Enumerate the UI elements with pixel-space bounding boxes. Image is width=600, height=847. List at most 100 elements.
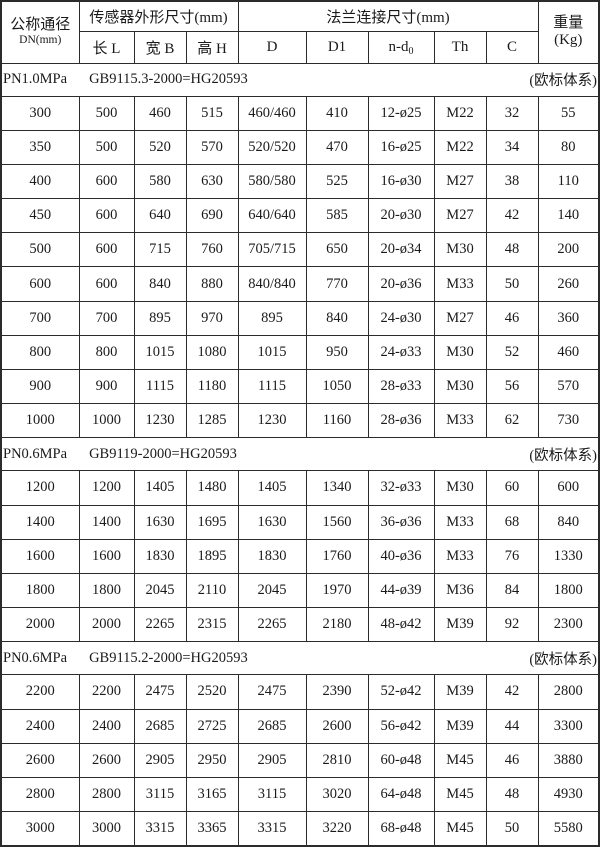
table-cell: 42: [485, 674, 539, 710]
table-cell: M30: [433, 368, 487, 405]
table-cell: 1230: [133, 403, 187, 439]
section-standard-system-note: (欧标体系): [529, 447, 597, 464]
table-cell: 34: [485, 129, 539, 165]
table-cell: 42: [485, 198, 539, 234]
column-header-weight: 重量 (Kg): [537, 0, 600, 64]
table-cell: 570: [185, 129, 239, 165]
table-cell: M45: [433, 811, 487, 847]
table-cell: 1830: [237, 538, 307, 574]
table-cell: 60-ø48: [367, 742, 435, 778]
section-header-cell: PN1.0MPa GB9115.3-2000=HG20593 (欧标体系): [0, 62, 600, 97]
cell-dn: 3000: [0, 811, 80, 847]
table-cell: 600: [78, 266, 135, 302]
table-cell: 600: [78, 198, 135, 234]
column-header-dn: 公称通径 DN(mm): [0, 0, 80, 64]
table-cell: 52-ø42: [367, 674, 435, 710]
table-header: 公称通径 DN(mm) 传感器外形尺寸(mm) 法兰连接尺寸(mm) 重量 (K…: [0, 0, 600, 64]
table-cell: M30: [433, 334, 487, 371]
table-cell: 900: [78, 368, 135, 405]
table-cell: 500: [78, 95, 135, 131]
table-cell: 950: [305, 334, 369, 371]
table-row: 2200 2200 2475 2520 2475 2390 52-ø42 M39 42 2800: [0, 674, 600, 710]
table-cell: 2315: [185, 607, 239, 643]
bolt-holes-label: n-d: [388, 38, 409, 55]
table-cell: 1400: [78, 504, 135, 540]
table-cell: 55: [537, 95, 600, 131]
table-row: 300 500 460 515 460/460 410 12-ø25 M22 32 55: [0, 95, 600, 131]
cell-dn: 800: [0, 334, 80, 371]
dn-title-unit: DN(mm): [19, 34, 62, 47]
table-cell: 515: [185, 95, 239, 131]
table-cell: 1405: [133, 470, 187, 506]
table-cell: 2600: [78, 742, 135, 778]
dn-title-main: 公称通径: [10, 17, 71, 34]
table-cell: 460/460: [237, 95, 307, 131]
table-cell: 880: [185, 266, 239, 302]
table-cell: 24-ø30: [367, 300, 435, 336]
table-cell: 1600: [78, 538, 135, 574]
table-cell: 60: [485, 470, 539, 506]
table-row: 2800 2800 3115 3165 3115 3020 64-ø48 M45 48 4930: [0, 776, 600, 813]
table-cell: 48: [485, 232, 539, 268]
cell-dn: 700: [0, 300, 80, 336]
column-header-bolt-holes: n-d0: [367, 30, 435, 64]
cell-dn: 1800: [0, 572, 80, 609]
table-cell: 48: [485, 776, 539, 813]
table-cell: 2180: [305, 607, 369, 643]
table-cell: 1760: [305, 538, 369, 574]
table-cell: 3000: [78, 811, 135, 847]
table-row: 700 700 895 970 895 840 24-ø30 M27 46 360: [0, 300, 600, 336]
table-row: 1800 1800 2045 2110 2045 1970 44-ø39 M36 84 1800: [0, 572, 600, 609]
table-cell: 20-ø30: [367, 198, 435, 234]
column-header-c: C: [485, 30, 539, 64]
table-row: 1400 1400 1630 1695 1630 1560 36-ø36 M33 68 840: [0, 504, 600, 540]
table-cell: 2800: [78, 776, 135, 813]
section-standard-code: GB9115.2-2000=HG20593: [89, 649, 248, 666]
section-header-row: PN0.6MPa GB9119-2000=HG20593 (欧标体系): [0, 437, 600, 472]
section-header-cell: PN0.6MPa GB9119-2000=HG20593 (欧标体系): [0, 437, 600, 472]
table-cell: 3365: [185, 811, 239, 847]
table-cell: M22: [433, 95, 487, 131]
column-header-height: 高 H: [185, 30, 239, 64]
table-cell: M33: [433, 504, 487, 540]
table-cell: 200: [537, 232, 600, 268]
table-cell: 730: [537, 403, 600, 439]
table-cell: 3220: [305, 811, 369, 847]
table-cell: 1895: [185, 538, 239, 574]
column-group-sensor-dimensions: 传感器外形尺寸(mm): [78, 0, 239, 32]
table-cell: 20-ø36: [367, 266, 435, 302]
table-cell: M39: [433, 708, 487, 744]
table-cell: M22: [433, 129, 487, 165]
section-pressure-rating: PN0.6MPa: [3, 445, 68, 462]
table-cell: 570: [537, 368, 600, 405]
table-cell: 1480: [185, 470, 239, 506]
table-cell: 640/640: [237, 198, 307, 234]
table-cell: 895: [133, 300, 187, 336]
column-header-length: 长 L: [78, 30, 135, 64]
table-cell: 1695: [185, 504, 239, 540]
section-header-content: PN1.0MPa GB9115.3-2000=HG20593 (欧标体系): [3, 69, 597, 90]
table-cell: 1630: [237, 504, 307, 540]
table-cell: 2265: [133, 607, 187, 643]
section-standard-system-note: (欧标体系): [529, 651, 597, 668]
table-cell: 2110: [185, 572, 239, 609]
table-cell: 520/520: [237, 129, 307, 165]
table-cell: 84: [485, 572, 539, 609]
column-header-d: D: [237, 30, 307, 64]
table-cell: 3315: [133, 811, 187, 847]
table-cell: 2905: [133, 742, 187, 778]
table-cell: 2905: [237, 742, 307, 778]
table-cell: M45: [433, 742, 487, 778]
table-cell: 28-ø36: [367, 403, 435, 439]
table-cell: 20-ø34: [367, 232, 435, 268]
cell-dn: 2600: [0, 742, 80, 778]
column-header-width: 宽 B: [133, 30, 187, 64]
cell-dn: 600: [0, 266, 80, 302]
table-row: 1000 1000 1230 1285 1230 1160 28-ø36 M33 62 730: [0, 403, 600, 439]
weight-title-main: 重量: [553, 15, 584, 31]
table-cell: 1200: [78, 470, 135, 506]
table-cell: 2390: [305, 674, 369, 710]
column-header-thread: Th: [433, 30, 487, 64]
table-cell: 2950: [185, 742, 239, 778]
cell-dn: 2000: [0, 607, 80, 643]
